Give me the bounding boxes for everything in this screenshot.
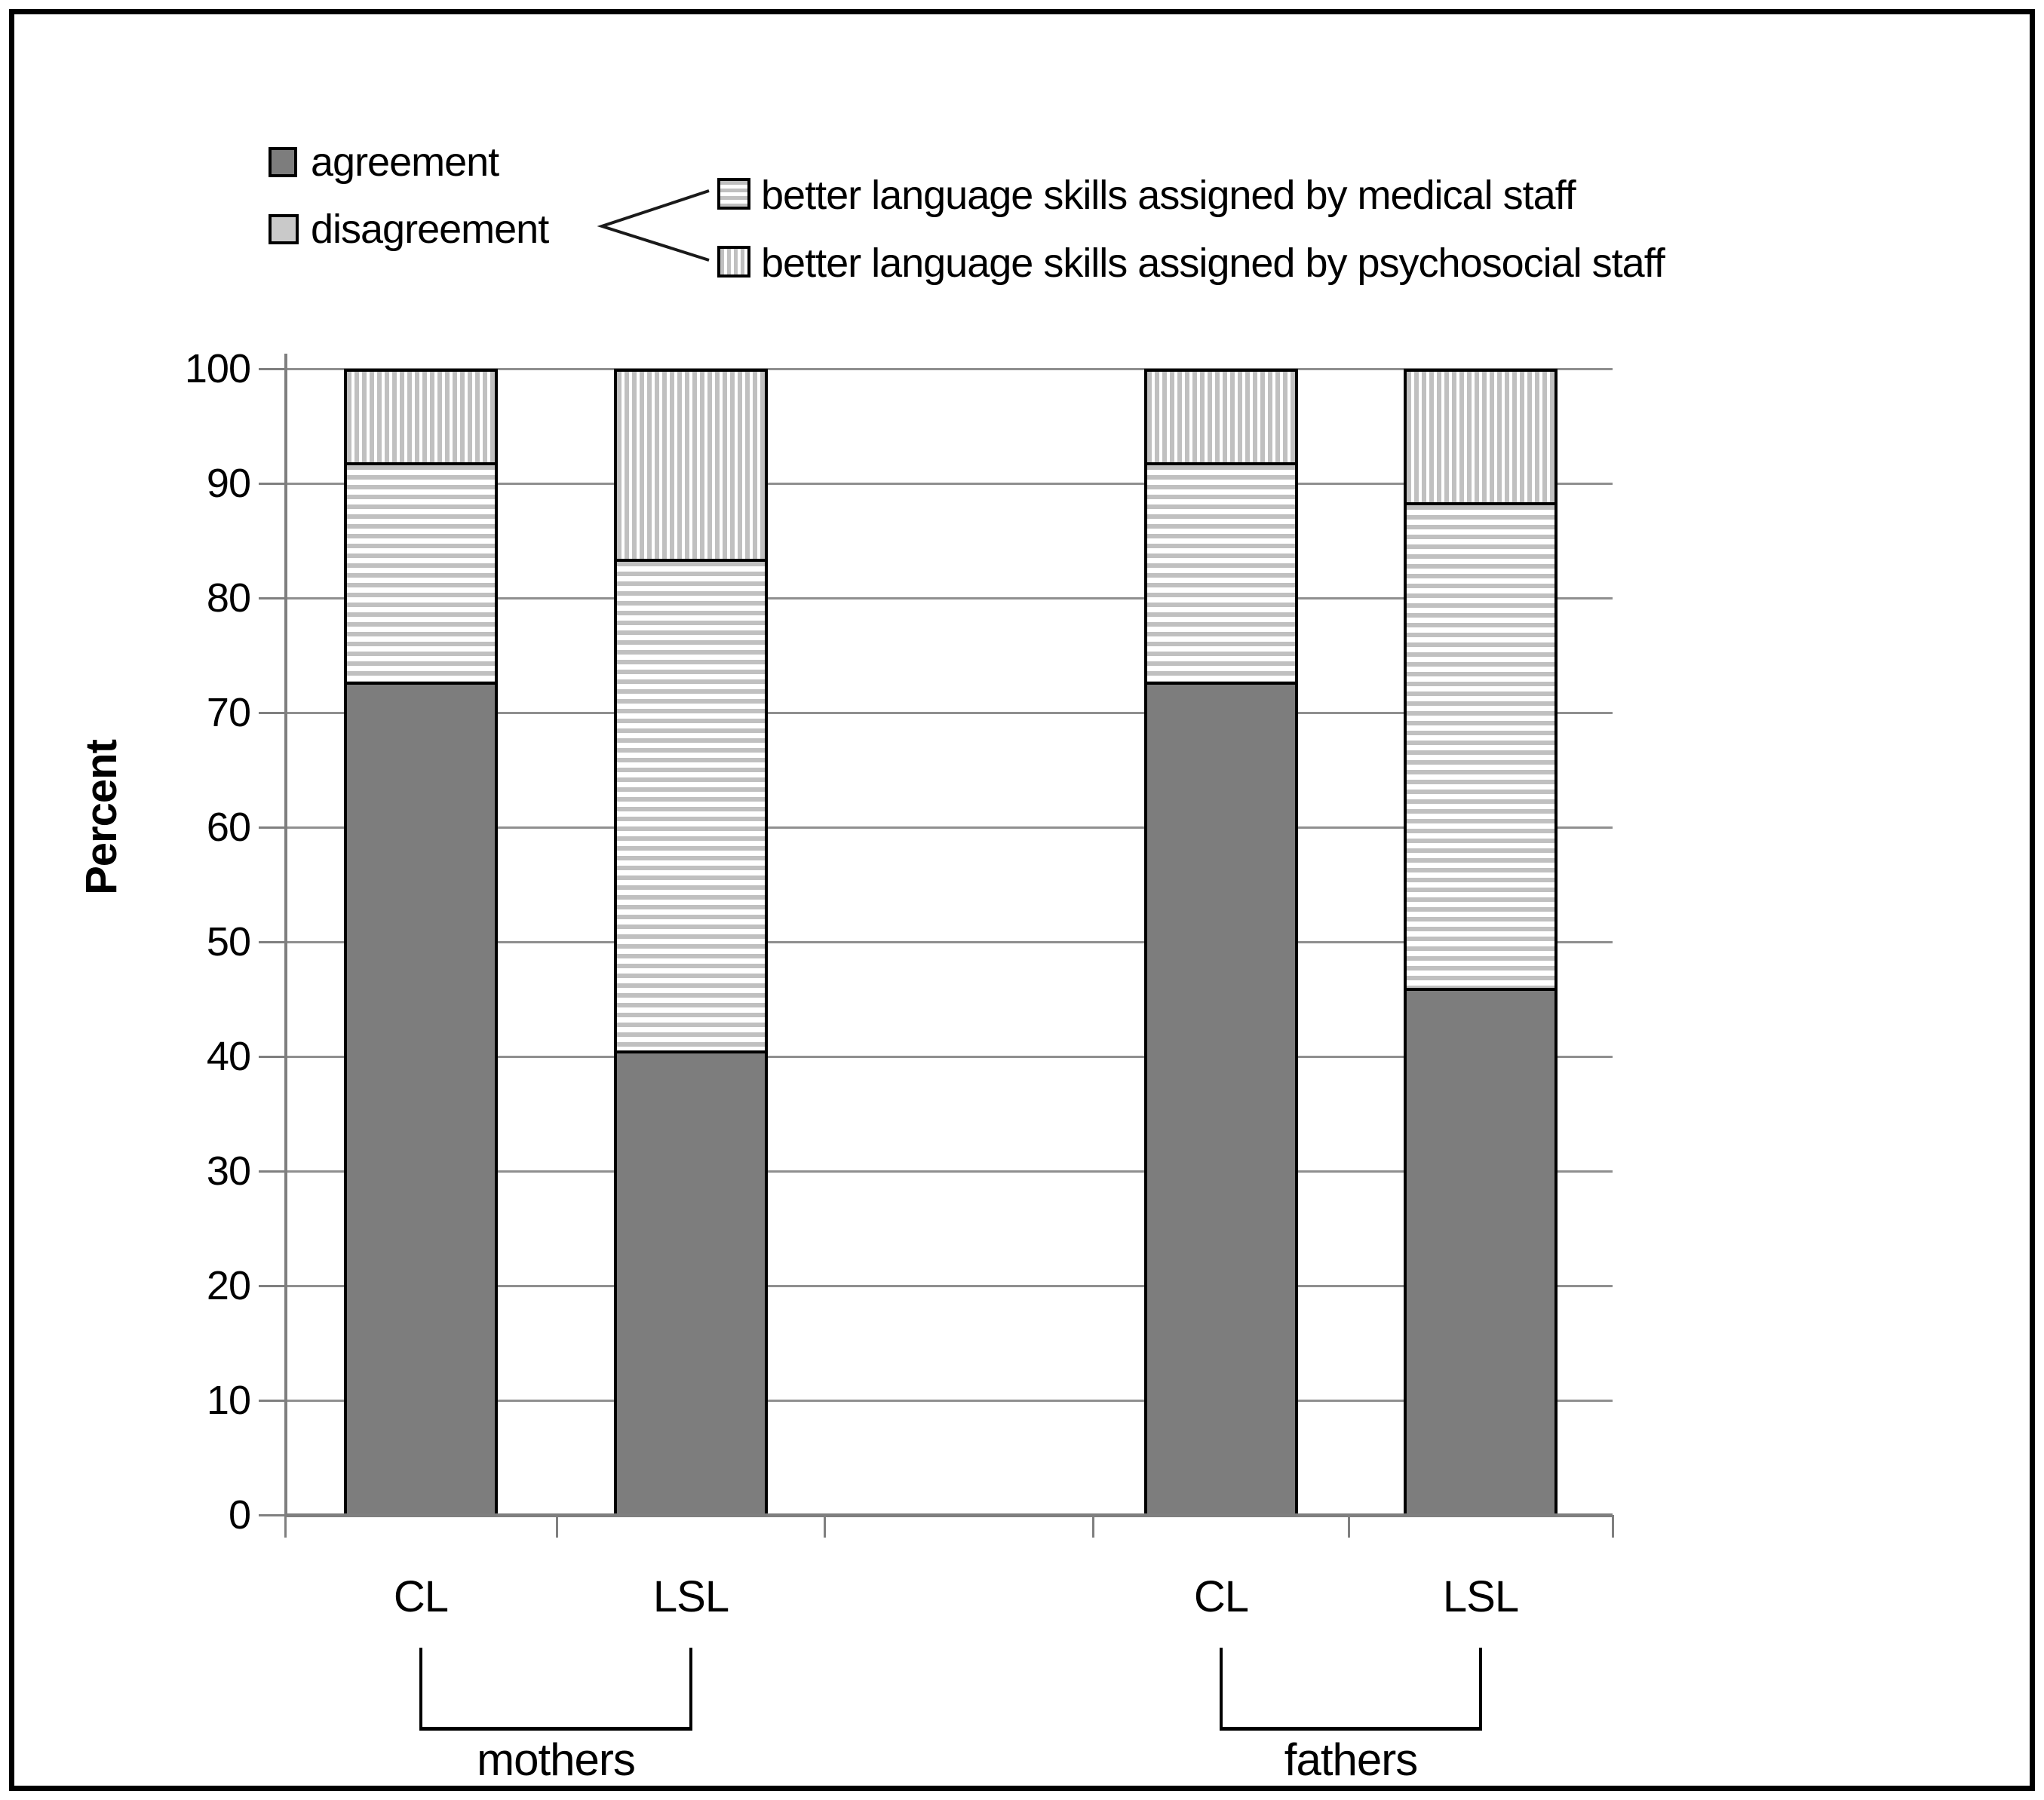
y-tick-label-30: 30 bbox=[206, 1148, 251, 1194]
gridline-100 bbox=[284, 368, 1613, 370]
bar-segment-solid bbox=[1147, 681, 1295, 1513]
x-label-cl-0: CL bbox=[393, 1572, 449, 1621]
y-tick-mark-10 bbox=[259, 1400, 284, 1402]
y-tick-mark-90 bbox=[259, 483, 284, 485]
y-tick-mark-40 bbox=[259, 1056, 284, 1058]
bar-lsl-fathers- bbox=[1404, 369, 1558, 1516]
group-bracket-mothers bbox=[419, 1648, 692, 1731]
x-axis-tick-1 bbox=[556, 1515, 558, 1538]
x-label-lsl-3: LSL bbox=[1442, 1572, 1519, 1621]
x-label-lsl-1: LSL bbox=[652, 1572, 729, 1621]
gridline-10 bbox=[284, 1400, 1613, 1402]
bar-segment-solid bbox=[617, 1050, 765, 1513]
legend-label-psychosocial-staff: better language skills assigned by psych… bbox=[761, 241, 1665, 286]
bar-cl-mothers- bbox=[344, 369, 498, 1516]
x-label-cl-2: CL bbox=[1193, 1572, 1249, 1621]
legend-label-disagreement: disagreement bbox=[311, 207, 549, 252]
gridline-70 bbox=[284, 712, 1613, 714]
y-tick-label-70: 70 bbox=[206, 690, 251, 735]
y-tick-label-50: 50 bbox=[206, 919, 251, 964]
legend-swatch-medical-staff bbox=[717, 178, 750, 210]
bar-segment-v-stripes bbox=[1407, 372, 1554, 503]
y-tick-mark-20 bbox=[259, 1285, 284, 1287]
y-tick-mark-50 bbox=[259, 941, 284, 943]
gridline-40 bbox=[284, 1056, 1613, 1058]
bar-segment-h-stripes bbox=[1147, 462, 1295, 682]
y-tick-mark-30 bbox=[259, 1170, 284, 1173]
y-tick-label-40: 40 bbox=[206, 1034, 251, 1079]
y-tick-label-20: 20 bbox=[206, 1263, 251, 1308]
gridline-60 bbox=[284, 826, 1613, 829]
legend-swatch-psychosocial-staff bbox=[717, 246, 750, 278]
legend-label-agreement: agreement bbox=[311, 140, 499, 185]
x-axis-tick-0 bbox=[284, 1515, 287, 1538]
y-tick-mark-70 bbox=[259, 712, 284, 714]
x-axis-line bbox=[284, 1513, 1613, 1517]
gridline-50 bbox=[284, 941, 1613, 943]
group-label-mothers: mothers bbox=[477, 1734, 636, 1785]
gridline-80 bbox=[284, 597, 1613, 599]
bar-segment-h-stripes bbox=[347, 462, 495, 682]
bar-segment-v-stripes bbox=[347, 372, 495, 463]
y-tick-label-90: 90 bbox=[206, 461, 251, 506]
y-axis-line bbox=[284, 354, 287, 1516]
x-axis-tick-3 bbox=[1092, 1515, 1094, 1538]
legend-label-medical-staff: better language skills assigned by medic… bbox=[761, 173, 1576, 218]
x-axis-tick-2 bbox=[824, 1515, 826, 1538]
y-tick-mark-80 bbox=[259, 597, 284, 599]
legend-swatch-agreement bbox=[269, 147, 297, 177]
y-tick-label-60: 60 bbox=[206, 805, 251, 850]
gridline-30 bbox=[284, 1170, 1613, 1173]
y-tick-mark-100 bbox=[259, 368, 284, 370]
gridline-20 bbox=[284, 1285, 1613, 1287]
y-tick-mark-0 bbox=[259, 1514, 284, 1516]
bar-segment-v-stripes bbox=[617, 372, 765, 560]
bar-segment-h-stripes bbox=[1407, 502, 1554, 989]
bar-segment-v-stripes bbox=[1147, 372, 1295, 463]
y-tick-mark-60 bbox=[259, 826, 284, 829]
bar-segment-solid bbox=[347, 681, 495, 1513]
y-tick-label-100: 100 bbox=[184, 346, 251, 391]
bar-segment-h-stripes bbox=[617, 559, 765, 1051]
bar-cl-fathers- bbox=[1144, 369, 1298, 1516]
group-bracket-fathers bbox=[1220, 1648, 1482, 1731]
x-axis-tick-5 bbox=[1612, 1515, 1614, 1538]
y-tick-label-80: 80 bbox=[206, 575, 251, 621]
bar-segment-solid bbox=[1407, 988, 1554, 1513]
gridline-90 bbox=[284, 483, 1613, 485]
y-tick-label-10: 10 bbox=[206, 1378, 251, 1423]
y-tick-label-0: 0 bbox=[228, 1492, 251, 1538]
x-axis-tick-4 bbox=[1348, 1515, 1350, 1538]
bar-lsl-mothers- bbox=[614, 369, 768, 1516]
legend-swatch-disagreement bbox=[269, 214, 299, 244]
group-label-fathers: fathers bbox=[1284, 1734, 1418, 1785]
